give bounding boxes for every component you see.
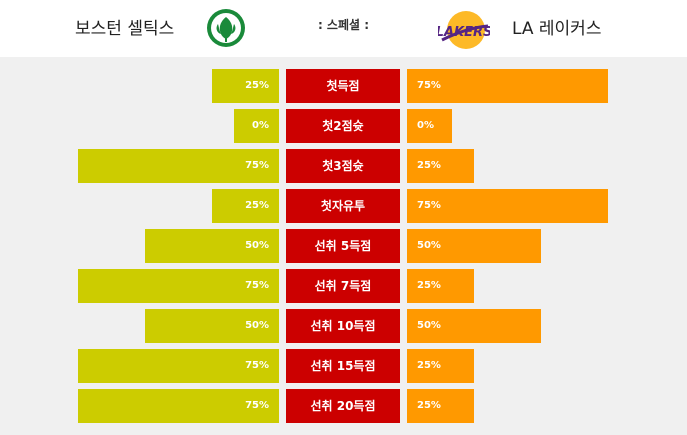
home-percent-bar: 50% — [145, 309, 279, 343]
special-title: : 스페셜 : — [317, 18, 370, 32]
home-percent-bar: 75% — [78, 149, 279, 183]
stat-label: 선취 20득점 — [286, 389, 400, 423]
stat-row: 75% 선취 7득점 25% — [0, 269, 687, 303]
celtics-logo-icon — [207, 9, 245, 47]
away-percent-bar: 25% — [407, 349, 474, 383]
away-percent-bar: 0% — [407, 109, 452, 143]
stat-row: 75% 첫3점슛 25% — [0, 149, 687, 183]
stat-row: 50% 선취 5득점 50% — [0, 229, 687, 263]
home-percent-bar: 0% — [234, 109, 279, 143]
stat-label: 선취 7득점 — [286, 269, 400, 303]
stat-label: 첫3점슛 — [286, 149, 400, 183]
home-percent-bar: 25% — [212, 189, 279, 223]
home-percent-bar: 25% — [212, 69, 279, 103]
home-percent-bar: 75% — [78, 269, 279, 303]
away-percent-bar: 25% — [407, 149, 474, 183]
home-percent-bar: 75% — [78, 349, 279, 383]
stat-label: 첫자유투 — [286, 189, 400, 223]
away-percent-bar: 75% — [407, 189, 608, 223]
home-team-name: 보스턴 셀틱스 — [75, 19, 175, 39]
away-percent-bar: 25% — [407, 269, 474, 303]
home-percent-bar: 75% — [78, 389, 279, 423]
stat-label: 첫2점슛 — [286, 109, 400, 143]
home-percent-bar: 50% — [145, 229, 279, 263]
away-percent-bar: 50% — [407, 229, 541, 263]
lakers-logo-icon: LAKERS — [438, 11, 490, 49]
away-percent-bar: 50% — [407, 309, 541, 343]
away-percent-bar: 75% — [407, 69, 608, 103]
stat-row: 0% 첫2점슛 0% — [0, 109, 687, 143]
away-team-name: LA 레이커스 — [512, 19, 602, 39]
stat-row: 25% 첫자유투 75% — [0, 189, 687, 223]
stat-label: 선취 5득점 — [286, 229, 400, 263]
stat-row: 25% 첫득점 75% — [0, 69, 687, 103]
stat-row: 50% 선취 10득점 50% — [0, 309, 687, 343]
stat-row: 75% 선취 15득점 25% — [0, 349, 687, 383]
stat-label: 선취 10득점 — [286, 309, 400, 343]
svg-text:LAKERS: LAKERS — [438, 25, 490, 40]
stat-label: 선취 15득점 — [286, 349, 400, 383]
header: 보스턴 셀틱스 : 스페셜 : LAKERS LA 레이커스 — [0, 0, 687, 57]
away-percent-bar: 25% — [407, 389, 474, 423]
stat-row: 75% 선취 20득점 25% — [0, 389, 687, 423]
stat-label: 첫득점 — [286, 69, 400, 103]
